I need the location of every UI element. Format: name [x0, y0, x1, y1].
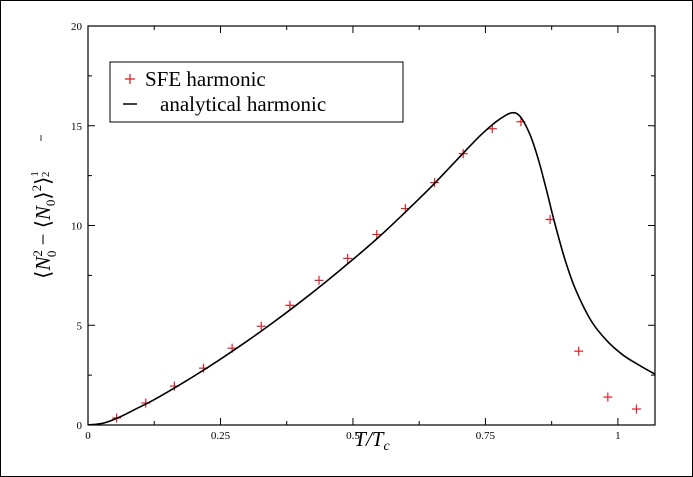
- y-tick-label: 20: [71, 21, 83, 33]
- x-tick-label: 0: [85, 430, 91, 442]
- y-tick-label: 0: [77, 420, 83, 432]
- y-tick-label: 5: [77, 320, 83, 332]
- data-point-sfe-harmonic: [256, 321, 266, 331]
- data-point-sfe-harmonic: [574, 346, 584, 356]
- series-line-analytical-harmonic: [88, 111, 655, 425]
- data-point-sfe-harmonic: [372, 229, 382, 239]
- legend-item-analytical-harmonic: analytical harmonic: [123, 92, 326, 116]
- plot-area: [88, 111, 655, 425]
- x-tick-label: 1: [615, 430, 621, 442]
- legend-label-sfe: SFE harmonic: [145, 67, 266, 91]
- y-tick-label: 15: [71, 121, 83, 133]
- legend-label-analytical: analytical harmonic: [160, 92, 326, 116]
- legend-box: [109, 61, 404, 123]
- x-tick-label: 0.75: [476, 430, 496, 442]
- y-tick-label: 10: [71, 221, 83, 233]
- data-point-sfe-harmonic: [285, 300, 295, 310]
- data-point-sfe-harmonic: [314, 275, 324, 285]
- data-point-sfe-harmonic: [343, 253, 353, 263]
- legend-item-sfe-harmonic: SFE harmonic: [125, 67, 266, 91]
- x-tick-label: 0.5: [346, 430, 360, 442]
- data-point-sfe-harmonic: [631, 404, 641, 414]
- legend: SFE harmonic analytical harmonic: [109, 61, 404, 123]
- data-point-sfe-harmonic: [603, 392, 613, 402]
- x-tick-label: 0.25: [211, 430, 231, 442]
